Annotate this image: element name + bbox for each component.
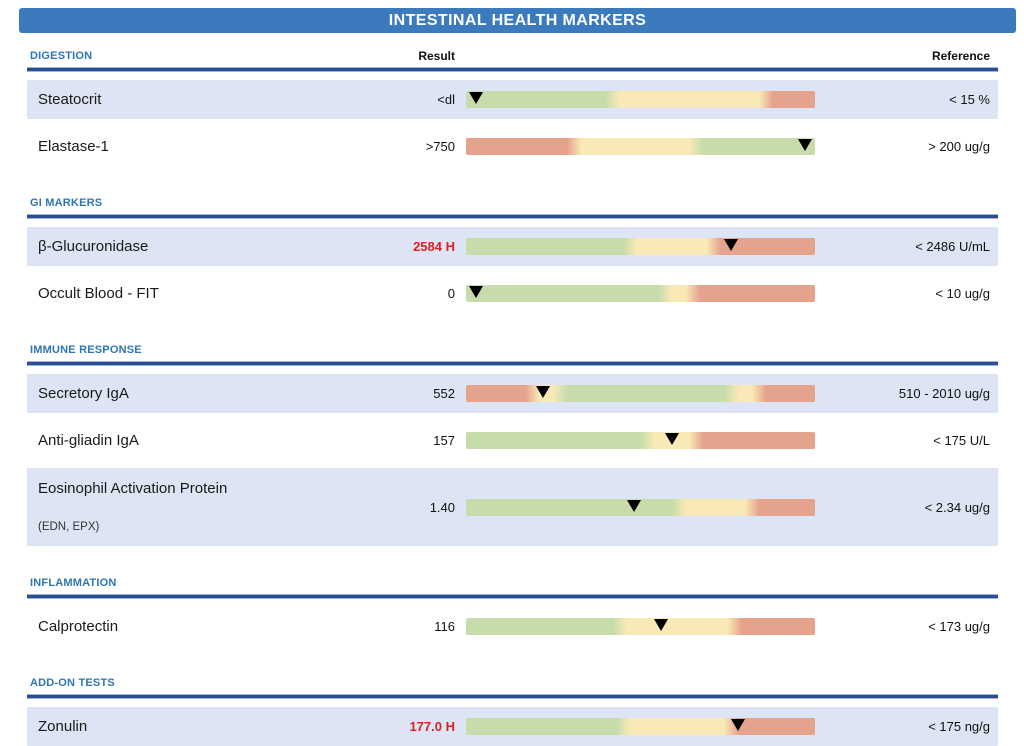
result-value: 116 — [434, 619, 455, 634]
result-marker-icon — [469, 286, 484, 298]
test-name-cell: Secretory IgA — [27, 374, 358, 413]
reference-range-bar — [466, 91, 815, 108]
reference-value: < 2.34 ug/g — [924, 499, 990, 515]
result-value: 2584 H — [413, 239, 455, 254]
result-value: >750 — [425, 139, 455, 154]
table-row-calprotectin: Calprotectin 116 < 173 ug/g — [27, 607, 998, 646]
section-add-on-tests: ADD-ON TESTS Zonulin 177.0 H < 175 ng/g — [27, 676, 998, 746]
test-name: Secretory IgA — [38, 384, 129, 402]
table-row-elastase-1: Elastase-1 >750 > 200 ug/g — [27, 127, 998, 166]
test-name-subtext: (EDN, EPX) — [38, 521, 100, 533]
result-marker-icon — [654, 619, 669, 631]
table-row-secretory-iga: Secretory IgA 552 510 - 2010 ug/g — [27, 374, 998, 413]
section-label: INFLAMMATION — [30, 577, 117, 589]
section-inflammation: INFLAMMATION Calprotectin 116 < 173 ug/g — [27, 576, 998, 646]
section-header: GI MARKERS — [27, 196, 998, 210]
result-marker-icon — [731, 719, 746, 731]
reference-value: 510 - 2010 ug/g — [898, 386, 990, 401]
test-name-cell: Steatocrit — [27, 80, 358, 119]
reference-range-bar-cell — [466, 432, 815, 449]
test-name-cell: Anti-gliadin IgA — [27, 421, 358, 460]
test-name: Anti-gliadin IgA — [38, 431, 139, 449]
test-name-cell: Elastase-1 — [27, 127, 358, 166]
reference-range-bar-cell — [466, 138, 815, 155]
section-label: IMMUNE RESPONSE — [30, 344, 142, 356]
result-value: 552 — [433, 386, 455, 401]
reference-value: < 10 ug/g — [935, 286, 990, 301]
result-value: 0 — [447, 286, 455, 301]
test-name: β-Glucuronidase — [38, 237, 149, 255]
reference-value: > 200 ug/g — [928, 139, 990, 154]
section-label: GI MARKERS — [30, 197, 103, 209]
section-divider-line — [27, 694, 998, 699]
section-header: INFLAMMATION — [27, 576, 998, 590]
test-name: Steatocrit — [38, 90, 102, 108]
test-name-cell: Eosinophil Activation Protein (EDN, EPX) — [27, 468, 358, 546]
reference-range-bar-cell — [466, 385, 815, 402]
test-name-cell: Calprotectin — [27, 607, 358, 646]
result-value: <dl — [437, 92, 455, 107]
result-value: 1.40 — [429, 499, 455, 515]
reference-range-bar — [466, 138, 815, 155]
reference-range-bar — [466, 238, 815, 255]
reference-range-bar — [466, 432, 815, 449]
result-marker-icon — [626, 499, 641, 512]
test-name: Occult Blood - FIT — [38, 284, 159, 302]
section-digestion: DIGESTION Result Reference Steatocrit <dl < 1… — [27, 49, 998, 166]
result-marker-icon — [664, 433, 679, 445]
section-immune-response: IMMUNE RESPONSE Secretory IgA 552 510 - 201… — [27, 343, 998, 546]
section-header: IMMUNE RESPONSE — [27, 343, 998, 357]
section-header: ADD-ON TESTS — [27, 676, 998, 690]
report-title-bar: INTESTINAL HEALTH MARKERS — [19, 8, 1016, 33]
result-marker-icon — [797, 139, 812, 151]
table-row-steatocrit: Steatocrit <dl < 15 % — [27, 80, 998, 119]
section-divider-line — [27, 67, 998, 72]
section-divider-line — [27, 214, 998, 219]
reference-range-bar — [466, 618, 815, 635]
section-header: DIGESTION Result Reference — [27, 49, 998, 63]
report-title: INTESTINAL HEALTH MARKERS — [388, 11, 647, 29]
section-label: ADD-ON TESTS — [30, 677, 115, 689]
result-column-header: Result — [418, 49, 455, 63]
sections-container: DIGESTION Result Reference Steatocrit <dl < 1… — [27, 49, 998, 746]
table-row-eosinophil-activation-protein: Eosinophil Activation Protein (EDN, EPX) 1… — [27, 468, 998, 546]
report-body: DIGESTION Result Reference Steatocrit <dl < 1… — [27, 49, 998, 746]
reference-range-bar-cell — [466, 498, 815, 516]
reference-range-bar-cell — [466, 285, 815, 302]
test-name: Eosinophil Activation Protein — [38, 480, 228, 497]
table-row-occult-blood-fit: Occult Blood - FIT 0 < 10 ug/g — [27, 274, 998, 313]
result-marker-icon — [535, 386, 550, 398]
result-value: 157 — [433, 433, 455, 448]
reference-value: < 15 % — [949, 92, 990, 107]
reference-range-bar-cell — [466, 618, 815, 635]
test-name-cell: Occult Blood - FIT — [27, 274, 358, 313]
reference-value: < 2486 U/mL — [915, 239, 990, 254]
result-marker-icon — [469, 92, 484, 104]
reference-range-bar-cell — [466, 238, 815, 255]
reference-value: < 173 ug/g — [928, 619, 990, 634]
reference-range-bar-cell — [466, 91, 815, 108]
reference-value: < 175 U/L — [933, 433, 990, 448]
reference-range-bar — [466, 385, 815, 402]
reference-column-header: Reference — [931, 49, 990, 63]
test-name-cell: β-Glucuronidase — [27, 227, 358, 266]
section-divider-line — [27, 594, 998, 599]
result-marker-icon — [724, 239, 739, 251]
reference-range-bar — [466, 285, 815, 302]
test-name: Calprotectin — [38, 617, 119, 635]
test-name: Elastase-1 — [38, 137, 109, 155]
table-row-anti-gliadin-iga: Anti-gliadin IgA 157 < 175 U/L — [27, 421, 998, 460]
section-label: DIGESTION — [30, 50, 93, 62]
section-divider-line — [27, 361, 998, 366]
section-gi-markers: GI MARKERS β-Glucuronidase 2584 H < 2486 U/… — [27, 196, 998, 313]
table-row-glucuronidase: β-Glucuronidase 2584 H < 2486 U/mL — [27, 227, 998, 266]
